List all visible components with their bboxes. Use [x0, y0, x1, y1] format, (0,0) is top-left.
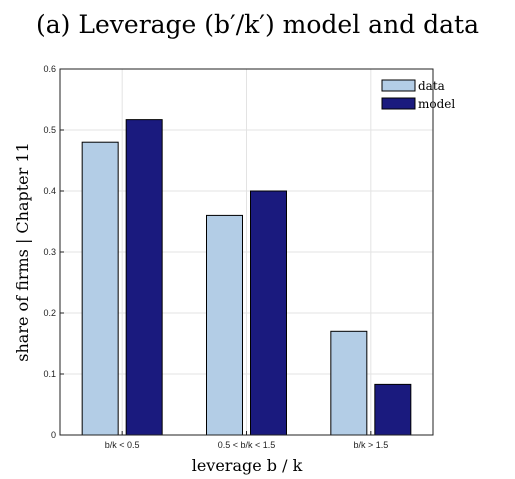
x-tick-label: b/k > 1.5: [353, 440, 388, 450]
legend-swatch-data: [381, 79, 416, 92]
y-tick-label: 0.6: [43, 64, 56, 74]
legend-label-data: data: [418, 79, 445, 93]
bar-model-1: [125, 119, 163, 436]
bar-data-3: [330, 330, 368, 436]
y-axis-label: share of firms | Chapter 11: [13, 142, 32, 361]
legend-label-model: model: [418, 97, 455, 111]
bar-model-2: [250, 190, 287, 436]
bar-data-1: [81, 141, 119, 436]
x-tick-label: b/k < 0.5: [105, 440, 140, 450]
legend-swatch-model: [381, 97, 416, 110]
x-axis-label: leverage b / k: [192, 456, 303, 475]
y-ticks: 0 0.1 0.2 0.3 0.4 0.5 0.6: [43, 64, 64, 440]
legend: data model: [381, 79, 455, 111]
x-ticks: b/k < 0.5 0.5 < b/k < 1.5 b/k > 1.5: [105, 431, 388, 450]
gridlines: [60, 69, 433, 435]
y-tick-label: 0.3: [43, 247, 56, 257]
y-tick-label: 0.2: [43, 308, 56, 318]
bar-data-2: [206, 214, 243, 436]
x-tick-label: 0.5 < b/k < 1.5: [218, 440, 276, 450]
y-tick-label: 0.1: [43, 369, 56, 379]
bars: [81, 119, 412, 436]
y-tick-label: 0: [51, 430, 56, 440]
y-tick-label: 0.5: [43, 125, 56, 135]
chart-title: (a) Leverage (b′/k′) model and data: [36, 10, 479, 39]
y-tick-label: 0.4: [43, 186, 56, 196]
bar-model-3: [374, 383, 412, 436]
